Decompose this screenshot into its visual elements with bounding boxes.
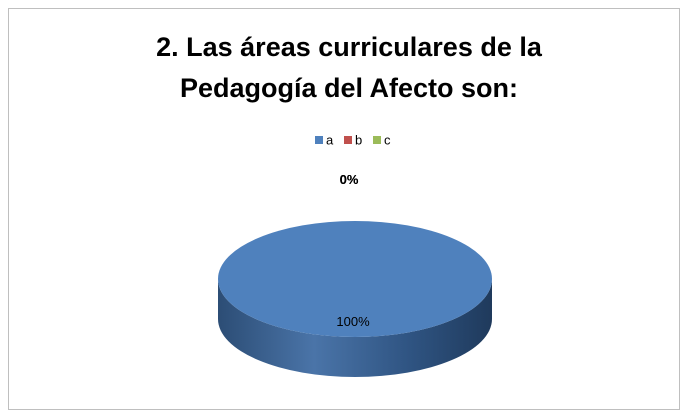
pie-slice (218, 221, 492, 337)
legend-label: a (326, 132, 334, 147)
pie-side (218, 279, 492, 377)
legend-swatch (315, 136, 323, 144)
data-label: 0% (340, 172, 359, 187)
legend-swatch (373, 136, 381, 144)
data-label: 0% (340, 172, 359, 187)
legend-label: c (384, 132, 391, 147)
legend-swatch (344, 136, 352, 144)
legend-label: b (355, 132, 362, 147)
chart-title: 2. Las áreas curriculares de la (156, 32, 543, 62)
data-label: 100% (336, 314, 370, 329)
chart-title: Pedagogía del Afecto son: (180, 73, 518, 103)
